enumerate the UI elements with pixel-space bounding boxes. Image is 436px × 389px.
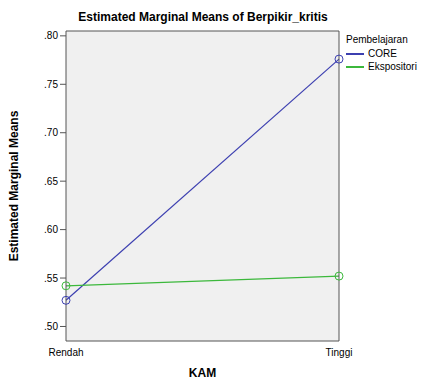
html-text:CORE: CORE: [368, 48, 397, 59]
html-text:Estimated Marginal Means of Be: Estimated Marginal Means of Berpikir_kri…: [78, 10, 328, 24]
svg-text:.65: .65: [44, 176, 58, 187]
svg-text:.50: .50: [44, 321, 58, 332]
html-text:Ekspositori: Ekspositori: [368, 61, 417, 72]
html-text:Pembelajaran: Pembelajaran: [346, 34, 408, 45]
svg-text:.55: .55: [44, 273, 58, 284]
svg-text:.70: .70: [44, 127, 58, 138]
svg-text:Rendah: Rendah: [48, 347, 83, 358]
svg-text:KAM: KAM: [189, 366, 216, 380]
svg-text:.60: .60: [44, 224, 58, 235]
svg-text:Estimated Marginal Means: Estimated Marginal Means: [8, 110, 21, 261]
svg-text:Tinggi: Tinggi: [326, 347, 353, 358]
svg-text:.80: .80: [44, 30, 58, 41]
svg-text:.75: .75: [44, 79, 58, 90]
